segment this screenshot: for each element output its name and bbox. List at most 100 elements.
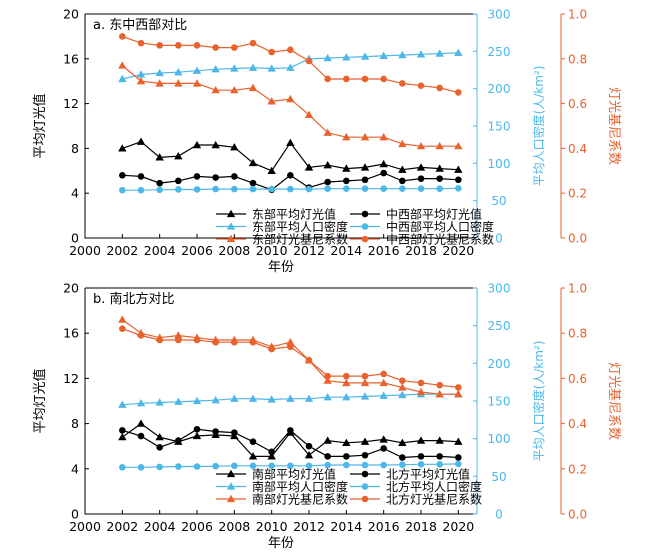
data-point [399,454,406,461]
legend-swatch-marker [361,235,369,243]
data-point [267,395,276,403]
y-gini-tick-label: 0.0 [568,508,587,522]
data-point [305,462,313,470]
x-tick-label: 2002 [106,243,138,258]
data-point [287,462,294,470]
data-point [230,394,239,402]
data-point [323,128,332,136]
data-point [231,185,238,193]
legend-swatch-marker [226,482,236,490]
data-point [136,137,146,145]
data-point [304,394,314,402]
data-point [155,68,164,77]
y-left-tick-label: 12 [63,371,79,386]
y-left-tick-label: 0 [71,231,79,246]
series-line [121,65,459,147]
y-density-tick-label: 200 [488,82,511,96]
data-point [436,453,443,460]
data-point [249,462,257,470]
legend-label: 南部平均灯光值 [252,466,336,481]
data-point [342,438,351,446]
data-point [155,153,164,161]
x-tick-label: 2008 [218,243,250,258]
x-tick-label: 2002 [106,519,138,534]
data-point [436,185,443,193]
data-point [305,442,313,450]
y-density-tick-label: 150 [488,120,511,134]
data-point [416,50,426,58]
data-point [324,185,331,193]
data-point [287,427,294,434]
y-gini-tick-label: 1.0 [568,282,587,296]
data-point [454,165,463,173]
series-line [121,319,459,395]
data-point [287,185,294,193]
series-0 [118,137,463,174]
data-point [192,431,202,440]
data-point [175,463,182,470]
data-point [286,138,295,146]
y-density-tick-label: 150 [488,395,511,409]
x-tick-label: 2010 [256,519,288,534]
data-point [323,161,332,169]
data-point [455,460,462,468]
series-2 [118,48,463,83]
legend-label: 北方平均灯光值 [386,466,470,481]
data-point [211,85,220,94]
data-point [155,79,164,87]
data-point [175,42,182,49]
y-left-tick-label: 8 [71,141,79,156]
data-point [398,383,407,391]
data-point [435,436,444,444]
data-point [119,463,126,471]
series-0 [118,419,463,460]
y-gini-tick-label: 0.6 [568,372,587,386]
data-point [212,338,219,346]
data-point [193,186,201,193]
data-point [454,141,463,150]
data-point [436,84,443,92]
series-3 [119,185,462,194]
x-tick-label: 2012 [293,243,325,258]
panel-title: a. 东中西部对比 [93,18,187,33]
data-point [174,331,183,339]
data-point [324,461,331,469]
data-point [248,63,258,71]
x-tick-label: 2018 [405,519,437,534]
data-point [287,46,294,54]
data-point [212,462,219,470]
data-point [136,70,146,78]
data-point [137,186,145,194]
data-point [343,461,350,469]
data-point [249,185,257,193]
data-point [342,53,351,61]
data-point [416,436,426,444]
data-point [287,343,294,351]
legend-swatch-marker [226,469,236,478]
legend-swatch-marker [226,494,236,503]
data-point [211,140,220,149]
data-point [399,177,406,185]
x-axis-title: 年份 [268,260,294,275]
data-point [267,64,276,72]
data-point [268,345,275,353]
data-point [137,332,145,339]
data-point [286,338,295,346]
data-point [380,169,387,177]
data-point [455,384,462,391]
data-point [455,89,462,96]
data-point [343,185,350,193]
data-point [398,165,407,173]
data-point [360,52,370,60]
legend-swatch-marker [226,209,236,218]
data-point [193,336,201,344]
legend-swatch-marker [361,210,369,218]
data-point [287,171,294,179]
y-left-tick-label: 20 [63,281,79,296]
data-point [417,185,425,193]
data-point [398,390,407,399]
data-point [118,61,127,69]
data-point [436,460,443,468]
data-point [193,173,201,180]
data-point [268,185,275,193]
